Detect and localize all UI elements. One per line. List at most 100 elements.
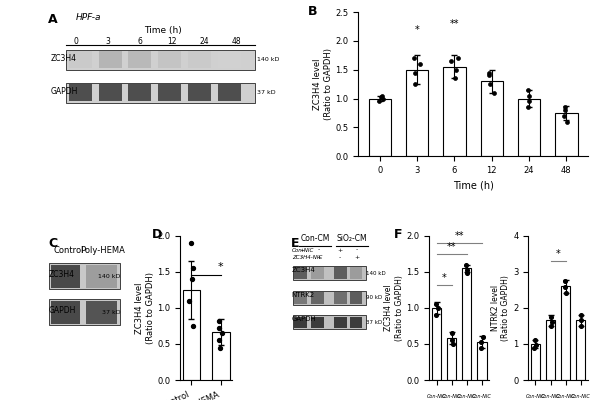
Text: ZC3H4: ZC3H4	[50, 54, 76, 63]
Point	[431, 301, 441, 308]
Point	[187, 240, 196, 246]
Text: Con-NIC: Con-NIC	[541, 394, 560, 400]
Text: GAPDH: GAPDH	[292, 316, 317, 322]
Point	[184, 298, 194, 304]
Point	[451, 66, 461, 73]
Point	[214, 318, 224, 324]
Text: -: -	[317, 248, 320, 253]
Text: 6: 6	[137, 36, 142, 46]
Point	[485, 70, 494, 76]
Bar	[463, 268, 472, 380]
Bar	[158, 84, 181, 102]
Point	[476, 339, 486, 346]
Text: 12: 12	[167, 36, 177, 46]
Text: 37 kD: 37 kD	[102, 310, 121, 315]
X-axis label: Time (h): Time (h)	[452, 180, 494, 190]
Bar	[98, 51, 122, 68]
Point	[560, 284, 569, 290]
Bar	[432, 308, 441, 380]
Point	[187, 276, 197, 282]
Bar	[447, 338, 456, 380]
Point	[377, 92, 386, 99]
Text: Con-NIC: Con-NIC	[427, 394, 446, 400]
Point	[448, 341, 458, 347]
Text: *: *	[442, 273, 446, 283]
Text: -: -	[339, 255, 341, 260]
Text: **: **	[447, 242, 457, 252]
Bar	[67, 83, 255, 103]
Text: *: *	[415, 25, 419, 35]
Bar	[218, 51, 241, 68]
Text: Con-NIC: Con-NIC	[571, 394, 590, 400]
Bar	[334, 316, 347, 328]
Bar	[334, 268, 347, 279]
Bar	[478, 342, 487, 380]
Bar	[546, 320, 555, 380]
Bar	[293, 290, 365, 305]
Bar	[51, 301, 80, 324]
Bar	[218, 84, 241, 102]
Point	[530, 337, 540, 344]
Text: Con-NIC: Con-NIC	[292, 248, 314, 253]
Bar	[293, 266, 365, 280]
Point	[409, 55, 419, 61]
Text: GAPDH: GAPDH	[49, 306, 76, 315]
Bar	[294, 268, 307, 279]
Point	[433, 305, 442, 311]
Text: 37 kD: 37 kD	[367, 320, 383, 325]
Bar	[188, 84, 211, 102]
Bar	[561, 286, 570, 380]
Bar	[350, 268, 362, 279]
Bar	[576, 320, 585, 380]
Point	[478, 334, 487, 340]
Point	[576, 323, 586, 329]
Point	[560, 278, 570, 284]
Text: GAPDH: GAPDH	[50, 87, 77, 96]
Text: D: D	[152, 228, 162, 242]
Bar	[49, 299, 120, 325]
Text: Con-NIC: Con-NIC	[526, 394, 545, 400]
Bar	[555, 113, 578, 156]
Text: +: +	[354, 255, 359, 260]
Bar	[350, 316, 362, 328]
Point	[431, 312, 441, 318]
Bar	[128, 84, 151, 102]
Text: ZC3H4: ZC3H4	[49, 270, 75, 279]
Bar	[98, 84, 122, 102]
Text: Control: Control	[53, 246, 84, 255]
Point	[463, 270, 472, 276]
Text: 48: 48	[232, 36, 241, 46]
Point	[215, 337, 224, 344]
Bar	[68, 84, 92, 102]
Point	[560, 107, 569, 113]
Text: ZC3H4: ZC3H4	[292, 267, 316, 273]
Text: *: *	[218, 262, 224, 272]
Bar	[182, 290, 200, 380]
Point	[531, 342, 541, 348]
Bar	[311, 268, 323, 279]
Point	[559, 113, 568, 119]
Text: 140 kD: 140 kD	[367, 271, 386, 276]
Point	[523, 104, 532, 110]
Bar	[128, 51, 151, 68]
Y-axis label: ZC3H4 level
(Ratio to GAPDH): ZC3H4 level (Ratio to GAPDH)	[313, 48, 332, 120]
Point	[188, 265, 197, 271]
Text: ZC3H4-NIC: ZC3H4-NIC	[292, 255, 322, 260]
Point	[451, 75, 460, 82]
Y-axis label: NTRK2 level
(Ratio to GAPDH): NTRK2 level (Ratio to GAPDH)	[491, 275, 510, 341]
Text: 3: 3	[106, 36, 110, 46]
Bar	[443, 67, 466, 156]
Bar	[294, 316, 307, 328]
Bar	[67, 50, 255, 70]
Text: Con-NIC: Con-NIC	[472, 394, 492, 400]
Text: Con-CM: Con-CM	[300, 234, 329, 244]
Bar	[406, 70, 428, 156]
Point	[379, 95, 388, 102]
Text: +: +	[299, 248, 305, 253]
Bar	[158, 51, 181, 68]
Point	[415, 61, 425, 67]
Text: Time (h): Time (h)	[144, 26, 182, 36]
Text: NTRK2: NTRK2	[292, 292, 315, 298]
Point	[530, 345, 539, 352]
Point	[561, 290, 571, 297]
